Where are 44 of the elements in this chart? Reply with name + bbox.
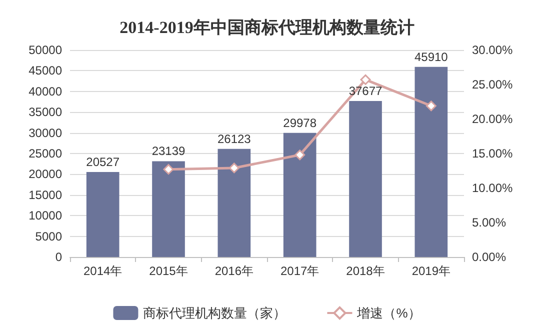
y2-tick-label: 20.00% bbox=[472, 112, 514, 126]
x-tick-label: 2014年 bbox=[83, 264, 122, 278]
point bbox=[294, 150, 306, 160]
y-tick-label: 25000 bbox=[28, 146, 62, 160]
point bbox=[360, 74, 371, 85]
y-tick-label: 50000 bbox=[28, 43, 62, 57]
y-tick-label: 40000 bbox=[28, 84, 62, 98]
chart-title: 2014-2019年中国商标代理机构数量统计 bbox=[120, 18, 414, 37]
y-tick-label: 10000 bbox=[28, 208, 62, 223]
bar bbox=[349, 101, 382, 257]
bar bbox=[283, 132, 316, 257]
y-tick-label: 15000 bbox=[28, 188, 62, 202]
bar bbox=[152, 161, 185, 257]
y-tick-label: 20000 bbox=[28, 167, 62, 182]
x-tick-label: 2015年 bbox=[149, 264, 188, 278]
data-label: 23139 bbox=[152, 144, 186, 158]
y-tick-label: 35000 bbox=[28, 105, 62, 120]
y2-tick-label: 0.00% bbox=[472, 250, 506, 264]
data-label: 37677 bbox=[348, 84, 383, 98]
y-tick-label: 30000 bbox=[28, 126, 62, 140]
data-label: 20527 bbox=[86, 155, 120, 170]
x-tick-label: 2019年 bbox=[412, 264, 451, 278]
point bbox=[163, 164, 174, 175]
y2-tick-label: 15.00% bbox=[472, 146, 514, 160]
bar bbox=[218, 148, 251, 257]
legend-label: 增速（%） bbox=[356, 306, 421, 320]
data-label: 29978 bbox=[283, 116, 317, 130]
point bbox=[426, 100, 436, 112]
y2-tick-label: 25.00% bbox=[472, 78, 514, 92]
x-tick-label: 2018年 bbox=[346, 264, 385, 278]
y2-tick-label: 5.00% bbox=[472, 216, 506, 230]
y2-tick-label: 30.00% bbox=[472, 43, 514, 57]
point bbox=[228, 162, 240, 174]
data-label: 26123 bbox=[217, 132, 252, 146]
y-tick-label: 45000 bbox=[28, 64, 62, 78]
data-label: 45910 bbox=[414, 50, 448, 64]
y2-tick-label: 10.00% bbox=[472, 181, 514, 195]
legend-label: 商标代理机构数量（家） bbox=[143, 306, 286, 320]
x-tick-label: 2017年 bbox=[280, 264, 320, 278]
bar bbox=[86, 172, 120, 257]
x-tick-label: 2016年 bbox=[214, 264, 254, 278]
bar bbox=[414, 66, 448, 257]
y-tick-label: 0 bbox=[55, 250, 62, 264]
y-tick-label: 5000 bbox=[35, 229, 62, 244]
